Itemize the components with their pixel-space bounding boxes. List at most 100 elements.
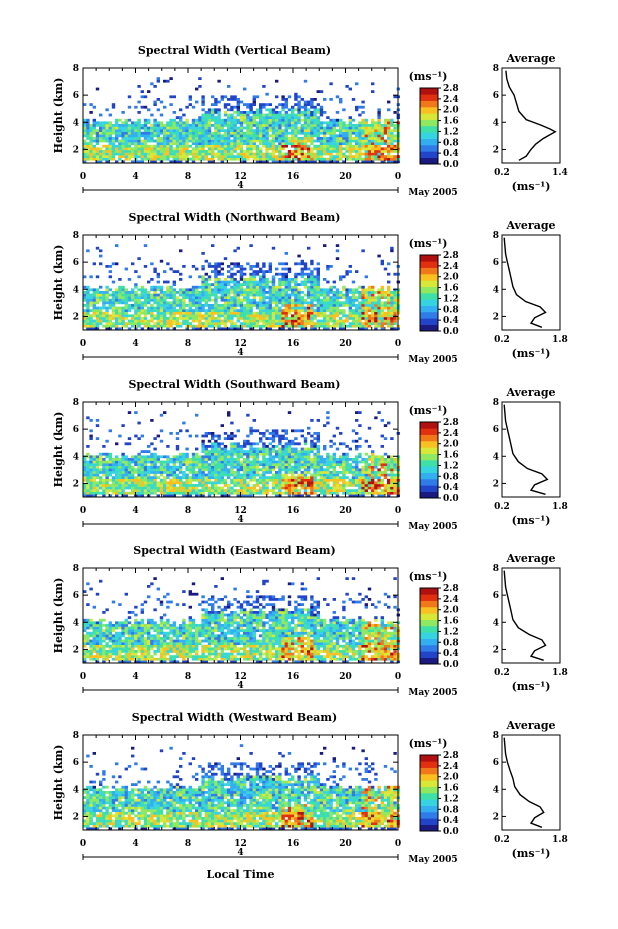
heatmap-cell (361, 327, 365, 331)
heatmap-cell (284, 301, 288, 305)
heatmap-cell (182, 463, 186, 466)
heatmap-cell (294, 465, 298, 469)
heatmap-cell (185, 293, 189, 297)
heatmap-cell (175, 468, 180, 472)
heatmap-cell (182, 288, 186, 292)
heatmap-cell (127, 491, 132, 495)
heatmap-cell (367, 291, 372, 294)
heatmap-cell (156, 147, 160, 151)
heatmap-cell (217, 465, 221, 469)
heatmap-cell (83, 476, 87, 479)
heatmap-cell (207, 283, 212, 286)
heatmap-cell (275, 314, 279, 318)
heatmap-cell (300, 142, 304, 145)
heatmap-cell (169, 137, 173, 140)
heatmap-cell (99, 249, 103, 253)
heatmap-cell (143, 139, 148, 143)
heatmap-cell (159, 314, 164, 318)
heatmap-cell (217, 152, 221, 156)
x-tick-label: 8 (185, 172, 191, 182)
heatmap-cell (163, 460, 167, 464)
heatmap-cell (249, 309, 253, 312)
heatmap-cell (252, 419, 256, 422)
heatmap-cell (227, 126, 231, 130)
heatmap-cell (252, 491, 256, 495)
heatmap-cell (230, 486, 234, 490)
heatmap-cell (236, 489, 240, 492)
heatmap-cell (319, 108, 324, 112)
heatmap-cell (217, 134, 221, 138)
heatmap-cell (249, 103, 253, 106)
heatmap-cell (332, 291, 336, 294)
heatmap-cell (297, 452, 301, 456)
heatmap-cell (271, 160, 276, 164)
heatmap-cell (156, 327, 160, 331)
heatmap-cell (153, 285, 157, 289)
heatmap-cell (175, 460, 180, 464)
heatmap-cell (281, 105, 285, 109)
heatmap-cell (294, 131, 298, 135)
heatmap-cell (150, 157, 154, 161)
heatmap-cell (191, 314, 196, 318)
heatmap-cell (297, 105, 301, 109)
heatmap-cell (156, 77, 160, 80)
heatmap-cell (387, 272, 391, 276)
heatmap-cell (313, 118, 317, 122)
heatmap-cell (284, 465, 288, 469)
heatmap-cell (355, 160, 359, 164)
heatmap-cell (156, 324, 160, 328)
heatmap-cell (239, 491, 244, 495)
heatmap-cell (265, 476, 269, 479)
heatmap-cell (207, 160, 212, 164)
heatmap-cell (307, 103, 311, 106)
heatmap-cell (233, 142, 237, 145)
heatmap-cell (239, 129, 244, 132)
heatmap-cell (105, 296, 109, 299)
heatmap-cell (348, 324, 352, 328)
heatmap-cell (377, 126, 381, 130)
heatmap-cell (172, 293, 176, 297)
heatmap-cell (284, 137, 288, 140)
heatmap-cell (172, 471, 176, 474)
heatmap-cell (102, 481, 106, 485)
heatmap-cell (211, 270, 215, 273)
heatmap-cell (166, 155, 170, 158)
heatmap-cell (239, 304, 244, 307)
heatmap-cell (281, 262, 285, 266)
heatmap-cell (131, 314, 135, 318)
colorbar-frame (419, 87, 439, 165)
heatmap-cell (294, 311, 298, 315)
heatmap-cell (147, 476, 151, 479)
heatmap-cell (371, 291, 375, 294)
heatmap-cell (115, 491, 119, 495)
heatmap-cell (207, 150, 212, 153)
heatmap-cell (124, 478, 128, 482)
heatmap-cell (201, 288, 205, 292)
heatmap-cell (188, 317, 192, 320)
heatmap-cell (265, 445, 269, 448)
heatmap-cell (294, 126, 298, 130)
heatmap-cell (172, 155, 176, 158)
heatmap-cell (108, 452, 112, 456)
heatmap-cell (179, 155, 183, 158)
heatmap-cell (335, 322, 340, 325)
heatmap-cell (188, 131, 192, 135)
heatmap-cell (387, 152, 391, 156)
heatmap-cell (140, 311, 144, 315)
heatmap-cell (252, 131, 256, 135)
heatmap-cell (223, 327, 228, 331)
heatmap-cell (339, 275, 343, 279)
heatmap-cell (230, 280, 234, 284)
heatmap-cell (307, 111, 311, 114)
heatmap-cell (115, 327, 119, 331)
heatmap-cell (233, 489, 237, 492)
heatmap-cell (204, 311, 208, 315)
heatmap-cell (239, 288, 244, 292)
heatmap-cell (332, 306, 336, 310)
heatmap-cell (143, 463, 148, 466)
heatmap-cell (220, 465, 224, 469)
heatmap-cell (326, 309, 330, 312)
heatmap-cell (268, 108, 272, 112)
heatmap-cell (255, 322, 260, 325)
heatmap-cell (361, 134, 365, 138)
